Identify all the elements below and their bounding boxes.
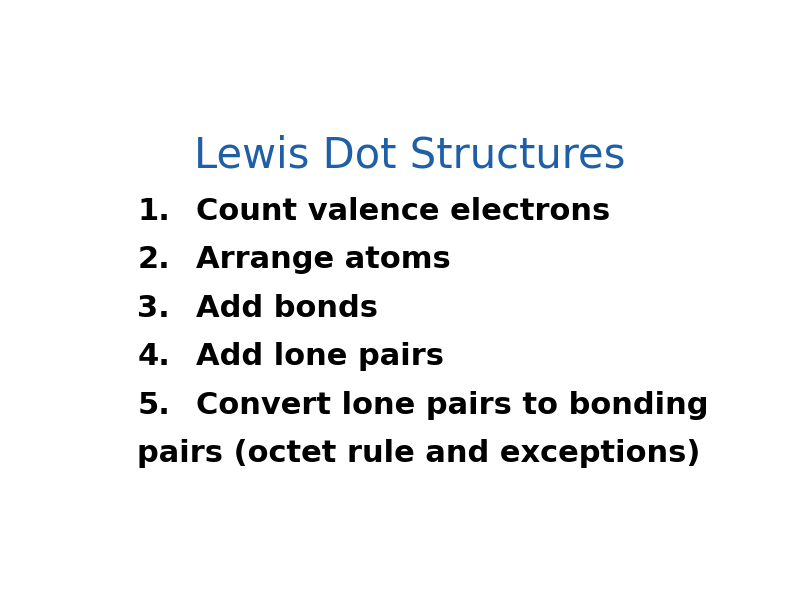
Text: 3.: 3. — [138, 294, 170, 323]
Text: 4.: 4. — [138, 342, 170, 371]
Text: Count valence electrons: Count valence electrons — [196, 197, 610, 226]
Text: Add bonds: Add bonds — [196, 294, 378, 323]
Text: pairs (octet rule and exceptions): pairs (octet rule and exceptions) — [138, 439, 701, 468]
Text: 5.: 5. — [138, 391, 170, 420]
Text: Arrange atoms: Arrange atoms — [196, 245, 451, 274]
Text: Lewis Dot Structures: Lewis Dot Structures — [194, 134, 626, 176]
Text: 1.: 1. — [138, 197, 170, 226]
Text: Add lone pairs: Add lone pairs — [196, 342, 444, 371]
Text: 2.: 2. — [138, 245, 170, 274]
Text: Convert lone pairs to bonding: Convert lone pairs to bonding — [196, 391, 709, 420]
